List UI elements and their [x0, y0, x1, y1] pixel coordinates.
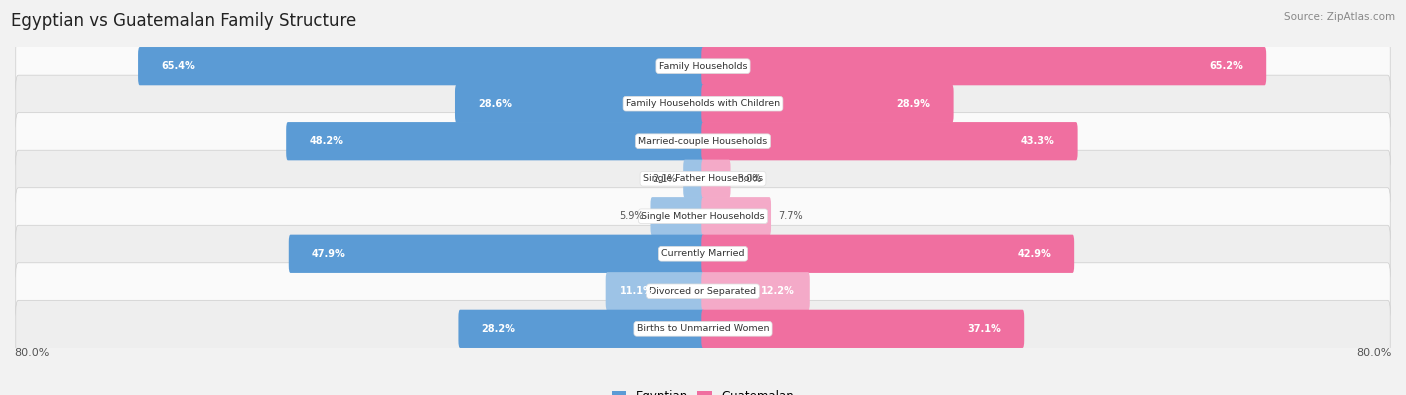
Text: 12.2%: 12.2%	[762, 286, 796, 296]
FancyBboxPatch shape	[288, 235, 704, 273]
Text: Family Households with Children: Family Households with Children	[626, 99, 780, 108]
FancyBboxPatch shape	[15, 113, 1391, 170]
Text: 7.7%: 7.7%	[778, 211, 803, 221]
FancyBboxPatch shape	[702, 310, 1024, 348]
Text: Source: ZipAtlas.com: Source: ZipAtlas.com	[1284, 12, 1395, 22]
Text: 80.0%: 80.0%	[1357, 348, 1392, 358]
Text: 42.9%: 42.9%	[1017, 249, 1050, 259]
FancyBboxPatch shape	[702, 85, 953, 123]
Text: 28.6%: 28.6%	[478, 99, 512, 109]
FancyBboxPatch shape	[456, 85, 704, 123]
Text: Single Father Households: Single Father Households	[643, 174, 763, 183]
Text: Currently Married: Currently Married	[661, 249, 745, 258]
FancyBboxPatch shape	[15, 75, 1391, 132]
FancyBboxPatch shape	[702, 160, 731, 198]
Text: 65.4%: 65.4%	[162, 61, 195, 71]
Text: Married-couple Households: Married-couple Households	[638, 137, 768, 146]
FancyBboxPatch shape	[138, 47, 704, 85]
FancyBboxPatch shape	[15, 300, 1391, 357]
Text: Births to Unmarried Women: Births to Unmarried Women	[637, 324, 769, 333]
FancyBboxPatch shape	[702, 197, 770, 235]
Text: 47.9%: 47.9%	[312, 249, 346, 259]
FancyBboxPatch shape	[702, 235, 1074, 273]
Text: 80.0%: 80.0%	[14, 348, 49, 358]
FancyBboxPatch shape	[15, 263, 1391, 320]
Text: 2.1%: 2.1%	[652, 174, 676, 184]
FancyBboxPatch shape	[15, 188, 1391, 245]
Text: 11.1%: 11.1%	[620, 286, 654, 296]
Text: Egyptian vs Guatemalan Family Structure: Egyptian vs Guatemalan Family Structure	[11, 12, 357, 30]
Text: 3.0%: 3.0%	[738, 174, 762, 184]
FancyBboxPatch shape	[606, 272, 704, 310]
Text: 28.2%: 28.2%	[482, 324, 516, 334]
FancyBboxPatch shape	[702, 47, 1267, 85]
Text: 43.3%: 43.3%	[1021, 136, 1054, 146]
FancyBboxPatch shape	[702, 122, 1077, 160]
FancyBboxPatch shape	[15, 225, 1391, 282]
Text: 48.2%: 48.2%	[309, 136, 343, 146]
FancyBboxPatch shape	[651, 197, 704, 235]
FancyBboxPatch shape	[287, 122, 704, 160]
FancyBboxPatch shape	[683, 160, 704, 198]
Text: Divorced or Separated: Divorced or Separated	[650, 287, 756, 296]
FancyBboxPatch shape	[458, 310, 704, 348]
Legend: Egyptian, Guatemalan: Egyptian, Guatemalan	[607, 385, 799, 395]
Text: Family Households: Family Households	[659, 62, 747, 71]
Text: 5.9%: 5.9%	[619, 211, 644, 221]
FancyBboxPatch shape	[15, 38, 1391, 95]
Text: 37.1%: 37.1%	[967, 324, 1001, 334]
FancyBboxPatch shape	[702, 272, 810, 310]
Text: 28.9%: 28.9%	[897, 99, 931, 109]
Text: Single Mother Households: Single Mother Households	[641, 212, 765, 221]
FancyBboxPatch shape	[15, 150, 1391, 207]
Text: 65.2%: 65.2%	[1209, 61, 1243, 71]
